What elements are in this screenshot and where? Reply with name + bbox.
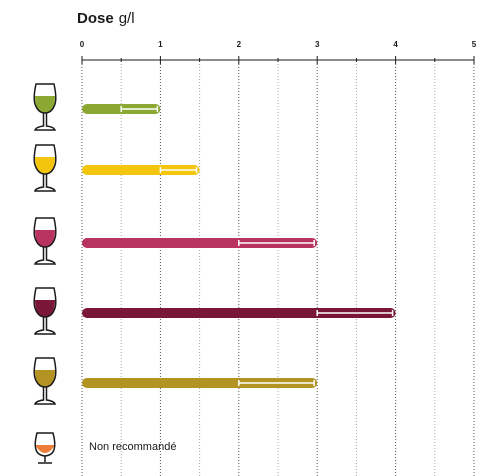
glass-bowl [34,432,56,457]
glass-liquid [35,370,55,387]
glass-stem [33,174,57,192]
x-tick-label: 3 [315,40,320,49]
glass-icon [33,217,57,265]
glass-liquid [35,445,55,453]
unit: g/l [119,10,135,27]
range [238,380,315,386]
range-marker [238,240,315,246]
range [159,167,198,173]
x-tick-label: 5 [472,40,477,49]
glass-liquid [35,96,55,113]
glass-stem [33,113,57,131]
glass-liquid [35,300,55,317]
chart-title: Dose g/l [77,10,135,27]
glass-icon [33,357,57,405]
glass-liquid [35,230,55,247]
x-tick-label: 2 [237,40,242,49]
glass-stem [33,387,57,405]
glass-bowl [33,217,57,248]
glass-liquid [35,157,55,174]
bar [82,165,200,175]
range-marker [316,310,394,316]
glass-stem [33,247,57,265]
glass-bowl [33,357,57,388]
range [120,106,159,112]
range [238,240,315,246]
glass-bowl [33,144,57,175]
x-tick-label: 4 [393,40,398,49]
glass-bowl [33,287,57,318]
x-tick-label: 1 [158,40,163,49]
range-marker [238,380,315,386]
glass-stem [38,456,52,464]
range [316,310,394,316]
range-marker [120,106,159,112]
bar [82,238,318,248]
x-tick-label: 0 [80,40,85,49]
glass-icon [33,144,57,192]
range-marker [159,167,198,173]
glass-icon [33,287,57,335]
glass-bowl [33,83,57,114]
glass-icon [33,83,57,131]
glass-stem [33,317,57,335]
bar [82,378,318,388]
row-label: Non recommandé [89,441,176,453]
glass-icon [34,432,56,464]
title: Dose [77,10,114,27]
